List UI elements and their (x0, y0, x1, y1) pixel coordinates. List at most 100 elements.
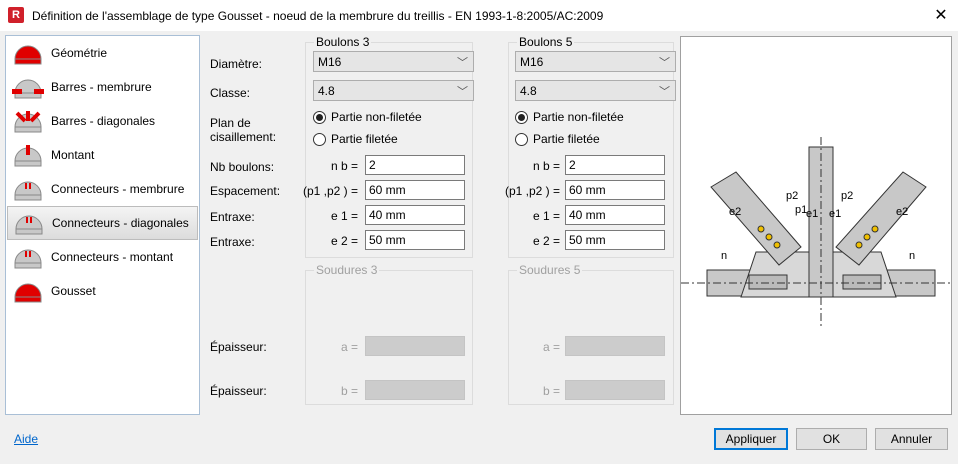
bolts-5-group: Boulons 5 (508, 35, 674, 258)
radio-circle[interactable] (313, 110, 326, 124)
class-label: Classe: (210, 86, 251, 100)
vertical-icon (14, 145, 42, 167)
dim-p2-right: p2 (841, 190, 853, 202)
radio-threaded[interactable]: Partie filetée (515, 132, 600, 146)
e1-symbol: e 1 = (532, 209, 560, 223)
sidebar-item-7[interactable]: Gousset (7, 274, 198, 308)
sidebar-item-2[interactable]: Barres - diagonales (7, 104, 198, 138)
shear-plane-label-2: cisaillement: (210, 130, 277, 144)
sidebar-item-label: Gousset (51, 284, 96, 298)
group-title: Boulons 3 (314, 35, 372, 49)
weld-b-input[interactable] (565, 380, 665, 400)
sidebar-item-label: Connecteurs - membrure (51, 182, 185, 196)
sidebar-item-label: Montant (51, 148, 95, 162)
radio-label: Partie non-filetée (331, 110, 422, 124)
bolt-count-label: Nb boulons: (210, 160, 275, 174)
b-symbol: b = (340, 384, 358, 398)
gusset-icon (14, 283, 42, 303)
sidebar-item-label: Connecteurs - diagonales (52, 216, 189, 230)
thickness-a-label: Épaisseur: (210, 340, 267, 354)
sidebar-item-1[interactable]: Barres - membrure (7, 70, 198, 104)
gusset-drawing: p2 p2 p1 e1 e1 e2 e2 n n (681, 137, 953, 327)
diameter-label: Diamètre: (210, 57, 263, 71)
e1-symbol: e 1 = (330, 209, 358, 223)
ok-button[interactable]: OK (796, 428, 867, 450)
left-diagonal (710, 171, 802, 266)
e2-input[interactable]: 50 mm (365, 230, 465, 250)
group-title: Soudures 3 (314, 263, 380, 277)
radio-unthreaded[interactable]: Partie non-filetée (313, 110, 422, 124)
sidebar-item-label: Barres - diagonales (51, 114, 156, 128)
radio-threaded[interactable]: Partie filetée (313, 132, 398, 146)
title-bar: R Définition de l'assemblage de type Gou… (0, 0, 958, 31)
group-title: Boulons 5 (517, 35, 575, 49)
sidebar-item-0[interactable]: Géométrie (7, 36, 198, 70)
class-value: 4.8 (318, 84, 335, 98)
group-title: Soudures 5 (517, 263, 583, 277)
diagonal-connectors-icon (15, 215, 43, 235)
help-link[interactable]: Aide (14, 432, 39, 446)
sidebar-item-label: Barres - membrure (51, 80, 152, 94)
e1-input[interactable]: 40 mm (565, 205, 665, 225)
vertical-connectors-icon (14, 249, 42, 269)
nb-symbol: n b = (330, 159, 358, 173)
chevron-down-icon: ﹀ (457, 86, 468, 98)
e2-symbol: e 2 = (330, 234, 358, 248)
radio-circle[interactable] (515, 132, 528, 146)
spacing-input[interactable]: 60 mm (365, 180, 465, 200)
chord-bars-icon (12, 79, 44, 99)
dim-e1-left: e1 (806, 208, 818, 220)
shear-plane-label-1: Plan de (210, 116, 251, 130)
class-select[interactable]: 4.8 ﹀ (515, 80, 676, 101)
bolt-count-input[interactable]: 2 (565, 155, 665, 175)
sidebar-item-6[interactable]: Connecteurs - montant (7, 240, 198, 274)
chord-connectors-icon (14, 181, 42, 201)
diameter-select[interactable]: M16 ﹀ (515, 51, 676, 72)
dim-e1-right: e1 (829, 208, 841, 220)
weld-b-input[interactable] (365, 380, 465, 400)
app-logo-icon: R (8, 7, 24, 23)
e2-input[interactable]: 50 mm (565, 230, 665, 250)
bolt-count-input[interactable]: 2 (365, 155, 465, 175)
a-symbol: a = (542, 340, 560, 354)
diameter-select[interactable]: M16 ﹀ (313, 51, 474, 72)
window-title: Définition de l'assemblage de type Gouss… (32, 9, 604, 23)
b-symbol: b = (542, 384, 560, 398)
sidebar-item-label: Connecteurs - montant (51, 250, 174, 264)
edge-distance-e1-label: Entraxe: (210, 210, 255, 224)
weld-a-input[interactable] (365, 336, 465, 356)
bolts-marks (757, 225, 879, 249)
weld-a-input[interactable] (565, 336, 665, 356)
radio-circle[interactable] (313, 132, 326, 146)
close-button[interactable]: ✕ (934, 7, 948, 24)
e1-input[interactable]: 40 mm (365, 205, 465, 225)
sidebar-item-label: Géométrie (51, 46, 108, 60)
spacing-symbol: (p1 ,p2 ) = (302, 184, 358, 198)
thickness-b-label: Épaisseur: (210, 384, 267, 398)
edge-distance-e2-label: Entraxe: (210, 235, 255, 249)
gusset-red-icon (14, 45, 42, 65)
radio-label: Partie non-filetée (533, 110, 624, 124)
dim-e2-left: e2 (729, 206, 741, 218)
dim-e2-right: e2 (896, 206, 908, 218)
a-symbol: a = (340, 340, 358, 354)
cancel-button[interactable]: Annuler (875, 428, 948, 450)
chevron-down-icon: ﹀ (659, 57, 670, 69)
chevron-down-icon: ﹀ (457, 57, 468, 69)
e2-symbol: e 2 = (532, 234, 560, 248)
dim-p2-left: p2 (786, 190, 798, 202)
welds-5-group: Soudures 5 (508, 263, 674, 405)
sidebar-item-3[interactable]: Montant (7, 138, 198, 172)
radio-circle[interactable] (515, 110, 528, 124)
sidebar-item-4[interactable]: Connecteurs - membrure (7, 172, 198, 206)
class-select[interactable]: 4.8 ﹀ (313, 80, 474, 101)
radio-label: Partie filetée (331, 132, 398, 146)
welds-3-group: Soudures 3 (305, 263, 473, 405)
dim-p1: p1 (795, 204, 807, 216)
apply-button[interactable]: Appliquer (714, 428, 788, 450)
radio-unthreaded[interactable]: Partie non-filetée (515, 110, 624, 124)
sidebar-item-5[interactable]: Connecteurs - diagonales (7, 206, 198, 240)
diameter-value: M16 (520, 55, 544, 69)
spacing-input[interactable]: 60 mm (565, 180, 665, 200)
diagonal-bars-icon (14, 111, 42, 133)
